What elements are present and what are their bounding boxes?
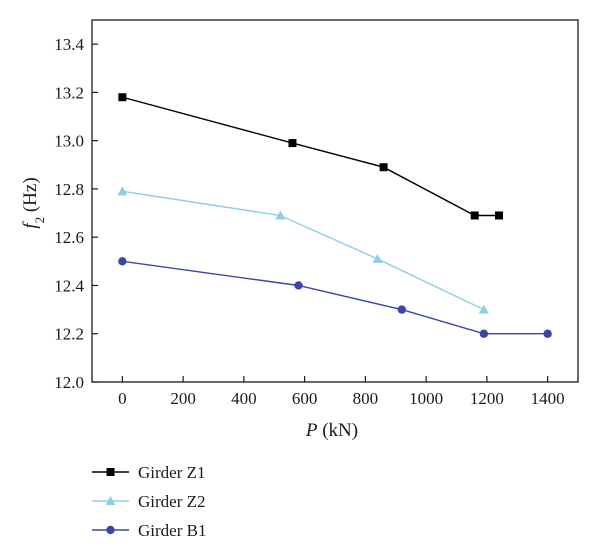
series-line-girder-z1 bbox=[122, 97, 499, 215]
y-tick-label: 12.0 bbox=[54, 373, 84, 392]
series-girder-z2 bbox=[117, 186, 488, 313]
y-tick-label: 13.4 bbox=[54, 35, 84, 54]
legend-item-girder-z1: Girder Z1 bbox=[92, 463, 206, 482]
x-tick-label: 400 bbox=[231, 389, 257, 408]
data-point-girder-z1 bbox=[118, 93, 126, 101]
data-point-girder-z1 bbox=[495, 211, 503, 219]
y-tick-label: 12.4 bbox=[54, 276, 84, 295]
data-point-girder-z1 bbox=[288, 139, 296, 147]
x-tick-label: 1000 bbox=[409, 389, 443, 408]
data-point-girder-z1 bbox=[380, 163, 388, 171]
y-tick-label: 12.8 bbox=[54, 180, 84, 199]
x-tick-label: 600 bbox=[292, 389, 318, 408]
data-point-girder-b1 bbox=[398, 305, 406, 313]
data-point-girder-z2 bbox=[117, 186, 127, 195]
legend-item-girder-z2: Girder Z2 bbox=[92, 492, 206, 511]
series-girder-b1 bbox=[118, 257, 552, 338]
data-point-girder-b1 bbox=[480, 330, 488, 338]
x-axis-title: P (kN) bbox=[305, 420, 358, 441]
plot-frame bbox=[92, 20, 578, 382]
x-tick-label: 0 bbox=[118, 389, 127, 408]
data-point-girder-b1 bbox=[543, 330, 551, 338]
data-point-girder-b1 bbox=[118, 257, 126, 265]
series-girder-z1 bbox=[118, 93, 503, 219]
axis-ticks: 0 200 400 600 800 1000 1200 1400 12.0 12.2 12.4 12.… bbox=[54, 35, 564, 408]
y-tick-label: 13.2 bbox=[54, 83, 84, 102]
legend-marker bbox=[106, 526, 114, 534]
x-tick-label: 800 bbox=[353, 389, 379, 408]
legend-label: Girder Z1 bbox=[138, 463, 206, 482]
plot-area-border bbox=[92, 20, 578, 382]
data-point-girder-z2 bbox=[479, 305, 489, 314]
y-tick-label: 13.0 bbox=[54, 132, 84, 151]
legend-item-girder-b1: Girder B1 bbox=[92, 521, 206, 540]
legend-marker bbox=[107, 468, 115, 476]
y-tick-label: 12.6 bbox=[54, 228, 84, 247]
y-axis-title: f2 (Hz) bbox=[20, 177, 47, 228]
legend: Girder Z1 Girder Z2 Girder B1 bbox=[92, 463, 206, 540]
legend-label: Girder B1 bbox=[138, 521, 206, 540]
series-line-girder-z2 bbox=[122, 191, 483, 309]
y-tick-label: 12.2 bbox=[54, 325, 84, 344]
x-tick-label: 200 bbox=[170, 389, 196, 408]
data-point-girder-z1 bbox=[471, 211, 479, 219]
data-point-girder-b1 bbox=[294, 281, 302, 289]
x-tick-label: 1400 bbox=[531, 389, 565, 408]
series-line-girder-b1 bbox=[122, 261, 547, 333]
series-group bbox=[117, 93, 551, 338]
x-tick-label: 1200 bbox=[470, 389, 504, 408]
data-point-girder-z2 bbox=[373, 254, 383, 263]
legend-label: Girder Z2 bbox=[138, 492, 206, 511]
